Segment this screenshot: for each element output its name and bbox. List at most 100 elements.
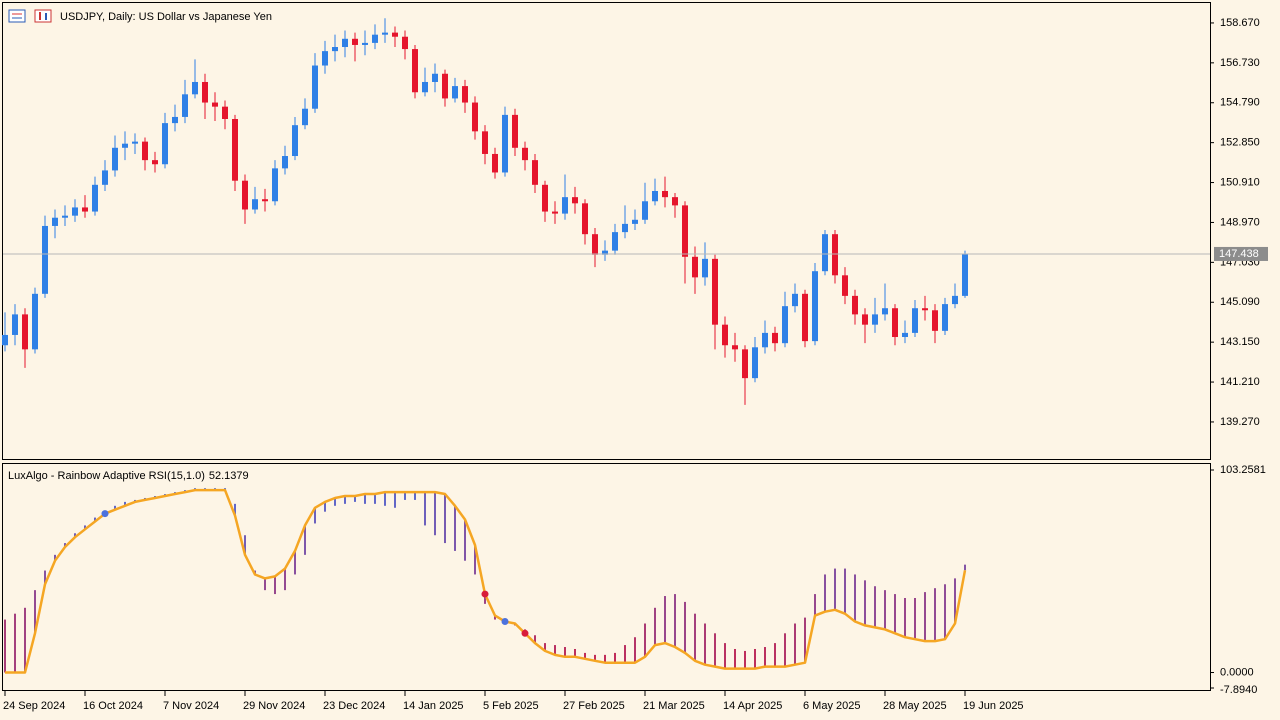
x-tick-label: 29 Nov 2024 xyxy=(243,700,305,712)
candle-body xyxy=(682,205,688,257)
candle-body xyxy=(602,250,608,255)
candle-body xyxy=(322,51,328,66)
y-tick-label: 145.090 xyxy=(1220,296,1260,308)
x-tick-label: 21 Mar 2025 xyxy=(643,700,705,712)
candle-body xyxy=(262,199,268,202)
candle-body xyxy=(862,314,868,325)
candle-body xyxy=(882,308,888,315)
candle-body xyxy=(402,36,408,50)
y-tick-label: 139.270 xyxy=(1220,416,1260,428)
candle-body xyxy=(532,160,538,185)
candle-body xyxy=(522,147,528,161)
candle-body xyxy=(212,102,218,107)
candle-body xyxy=(912,308,918,333)
candle-body xyxy=(292,125,298,157)
candle-body xyxy=(642,201,648,220)
candle-body xyxy=(302,108,308,126)
candle-body xyxy=(342,38,348,48)
candle-body xyxy=(512,114,518,148)
candle-body xyxy=(962,253,968,296)
candle-body xyxy=(452,86,458,99)
indicator-pane xyxy=(2,463,1211,691)
candle-body xyxy=(772,332,778,344)
y-tick-label: 154.790 xyxy=(1220,97,1260,109)
candle-body xyxy=(382,32,388,35)
candles xyxy=(2,18,968,405)
candle-body xyxy=(432,73,438,82)
price-label-box xyxy=(1214,246,1268,261)
x-tick-label: 6 May 2025 xyxy=(803,700,860,712)
candle-body xyxy=(622,223,628,233)
candle-body xyxy=(372,34,378,43)
candle-body xyxy=(152,160,158,165)
candle-body xyxy=(352,38,358,45)
candle-body xyxy=(542,184,548,212)
y-tick-label: 158.670 xyxy=(1220,17,1260,29)
x-tick-label: 19 Jun 2025 xyxy=(963,700,1024,712)
x-tick-label: 28 May 2025 xyxy=(883,700,947,712)
candle-body xyxy=(182,94,188,117)
y-tick-label: 103.2581 xyxy=(1220,464,1266,476)
candle-body xyxy=(412,49,418,93)
candle-body xyxy=(422,81,428,93)
candle-body xyxy=(942,304,948,331)
candle-body xyxy=(122,143,128,148)
signal-marker xyxy=(481,590,489,598)
candle-body xyxy=(802,293,808,342)
candle-body xyxy=(742,349,748,379)
candle-body xyxy=(822,234,828,272)
candle-body xyxy=(12,314,18,335)
candle-body xyxy=(362,42,368,45)
y-tick-label: 143.150 xyxy=(1220,336,1260,348)
candle-body xyxy=(752,347,758,379)
x-tick-label: 14 Apr 2025 xyxy=(723,700,782,712)
candle-body xyxy=(142,141,148,161)
x-tick-label: 14 Jan 2025 xyxy=(403,700,464,712)
candle-body xyxy=(782,306,788,344)
candle-body xyxy=(132,141,138,144)
candle-body xyxy=(392,32,398,37)
candle-body xyxy=(842,275,848,296)
price-label: 147.438 xyxy=(1219,248,1259,260)
candle-body xyxy=(32,293,38,350)
candle-body xyxy=(892,308,898,338)
candle-body xyxy=(162,123,168,165)
candle-body xyxy=(922,308,928,311)
candle-body xyxy=(442,73,448,99)
candle-body xyxy=(242,180,248,210)
candle-body xyxy=(312,65,318,109)
candle-body xyxy=(872,314,878,325)
candle-body xyxy=(232,118,238,181)
candle-body xyxy=(662,190,668,198)
y-tick-label: -7.8940 xyxy=(1220,684,1257,696)
candle-body xyxy=(502,114,508,173)
x-tick-label: 23 Dec 2024 xyxy=(323,700,385,712)
candle-body xyxy=(202,81,208,103)
candle-body xyxy=(762,332,768,348)
candle-body xyxy=(632,219,638,224)
candle-body xyxy=(732,345,738,350)
y-tick-label: 156.730 xyxy=(1220,57,1260,69)
candle-body xyxy=(652,190,658,202)
candle-body xyxy=(672,197,678,206)
y-tick-label: 0.0000 xyxy=(1220,666,1254,678)
indicator-value: 52.1379 xyxy=(209,470,249,482)
candle-body xyxy=(722,324,728,346)
candle-body xyxy=(852,295,858,315)
candle-body xyxy=(42,225,48,294)
candle-body xyxy=(282,156,288,169)
y-tick-label: 141.210 xyxy=(1220,376,1260,388)
toolbar-icons xyxy=(8,9,52,23)
candle-body xyxy=(592,234,598,255)
x-tick-label: 27 Feb 2025 xyxy=(563,700,625,712)
chart-title: USDJPY, Daily: US Dollar vs Japanese Yen xyxy=(60,11,272,23)
x-tick-label: 5 Feb 2025 xyxy=(483,700,539,712)
candle-body xyxy=(22,314,28,350)
candle-body xyxy=(92,184,98,212)
icon xyxy=(34,9,52,23)
candle-body xyxy=(192,81,198,95)
x-tick-label: 16 Oct 2024 xyxy=(83,700,143,712)
signal-marker xyxy=(101,510,109,518)
candle-body xyxy=(792,293,798,307)
